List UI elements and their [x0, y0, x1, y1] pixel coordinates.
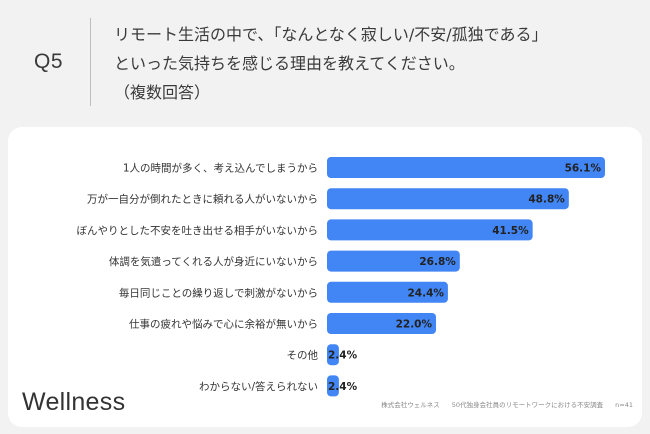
- credit-sample-size: n=41: [615, 401, 633, 409]
- category-label: 仕事の疲れや悩みで心に余裕が無いから: [129, 318, 318, 331]
- credit-company: 株式会社ウェルネス: [381, 401, 440, 409]
- bar: [327, 375, 339, 397]
- bar: [327, 157, 605, 178]
- data-label: 48.8%: [528, 194, 565, 206]
- category-label: わからない/答えられない: [199, 380, 318, 393]
- category-label: 毎日同じことの繰り返しで刺激がないから: [119, 286, 318, 299]
- question-text: リモート生活の中で、「なんとなく寂しい/不安/孤独である」 といった気持ちを感じ…: [114, 20, 644, 107]
- survey-credit: 株式会社ウェルネス 50代独身会社員のリモートワークにおける不安調査 n=41: [381, 399, 633, 409]
- bar: [327, 313, 437, 334]
- question-number: Q5: [34, 50, 64, 73]
- bar: [327, 250, 460, 272]
- data-label: 2.4%: [328, 350, 358, 362]
- brand-logo: Wellness: [22, 388, 126, 416]
- data-label: 24.4%: [407, 287, 444, 299]
- chart-card: 1人の時間が多く、考え込んでしまうから 56.1% 万が一自分が倒れたときに頼れる人…: [8, 127, 642, 427]
- category-label: その他: [287, 349, 319, 362]
- credit-survey: 50代独身会社員のリモートワークにおける不安調査: [451, 401, 604, 409]
- bar: [327, 219, 533, 241]
- data-label: 26.8%: [419, 256, 456, 268]
- category-label: ぼんやりとした不安を吐き出せる相手がいないから: [77, 224, 319, 237]
- category-label: 1人の時間が多く、考え込んでしまうから: [123, 162, 318, 175]
- category-label: 万が一自分が倒れたときに頼れる人がいないから: [87, 193, 318, 206]
- question-header: Q5 リモート生活の中で、「なんとなく寂しい/不安/孤独である」 といった気持ち…: [0, 0, 650, 125]
- bar: [327, 281, 448, 303]
- bar-chart: 1人の時間が多く、考え込んでしまうから 56.1% 万が一自分が倒れたときに頼れる人…: [77, 157, 605, 397]
- category-label: 体調を気遣ってくれる人が身近にいないから: [109, 255, 318, 268]
- header-divider: [90, 18, 91, 106]
- data-label: 22.0%: [396, 319, 433, 331]
- data-label: 2.4%: [328, 381, 358, 393]
- question-line-1: リモート生活の中で、「なんとなく寂しい/不安/孤独である」: [114, 25, 548, 44]
- question-line-2: といった気持ちを感じる理由を教えてください。: [114, 54, 465, 73]
- data-label: 56.1%: [565, 163, 602, 175]
- question-line-3: （複数回答）: [114, 83, 211, 102]
- bar: [327, 188, 569, 210]
- data-label: 41.5%: [492, 225, 529, 237]
- bar: [327, 344, 339, 366]
